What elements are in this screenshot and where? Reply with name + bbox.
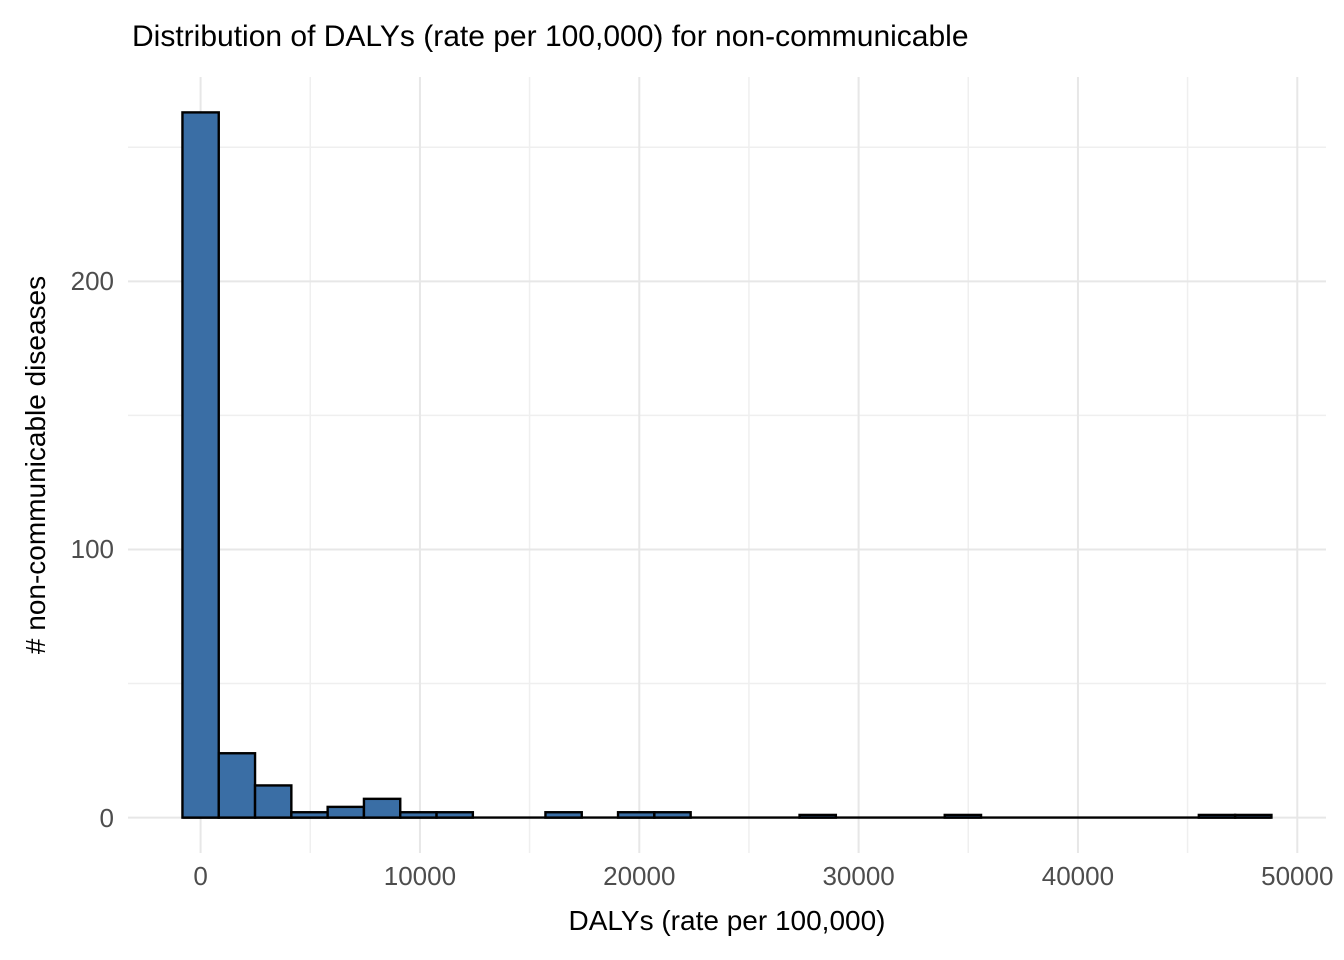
histogram-bar [326, 805, 366, 819]
histogram-bar [399, 811, 438, 819]
histogram-bar [253, 784, 293, 819]
x-tick-label: 30000 [822, 861, 895, 891]
histogram-bar [435, 811, 475, 819]
histogram-bar [616, 811, 656, 819]
histogram-bar [1197, 813, 1237, 819]
x-tick-label: 10000 [383, 861, 457, 891]
histogram-bar [798, 813, 838, 819]
x-tick-label: 0 [193, 861, 208, 891]
x-tick-label: 40000 [1041, 861, 1115, 891]
y-tick-label: 100 [70, 534, 114, 565]
histogram-bar [1233, 813, 1273, 819]
histogram-bar [290, 811, 329, 819]
histogram-bar [362, 797, 402, 819]
y-tick-label: 200 [70, 266, 114, 297]
x-axis-label: DALYs (rate per 100,000) [568, 905, 886, 936]
histogram-bar [181, 111, 220, 819]
histogram-bar [653, 811, 692, 819]
x-tick-label: 20000 [603, 861, 676, 891]
histogram-bar [544, 811, 583, 819]
chart-title: Distribution of DALYs (rate per 100,000)… [132, 20, 969, 53]
y-tick-label: 0 [99, 802, 114, 833]
histogram-bar [943, 813, 983, 819]
x-tick-label: 50000 [1261, 861, 1334, 891]
histogram-bar [217, 752, 257, 819]
